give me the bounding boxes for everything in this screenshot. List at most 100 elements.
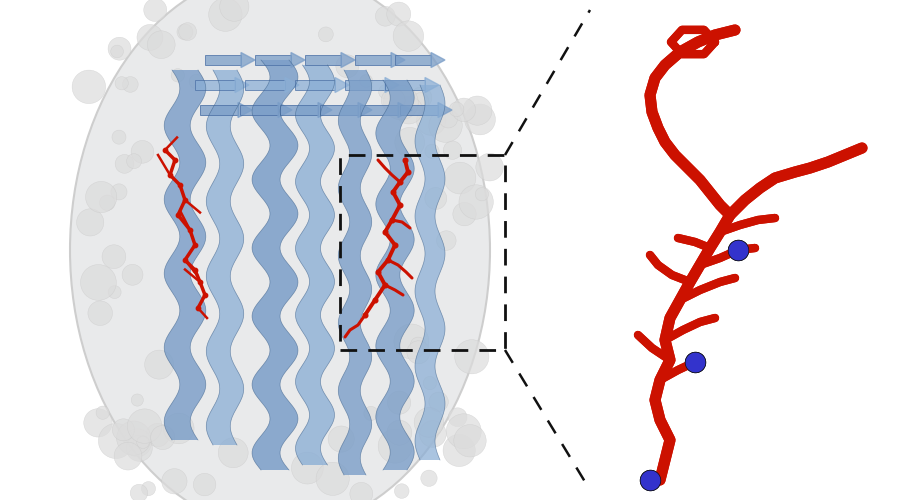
Polygon shape <box>437 102 451 118</box>
Ellipse shape <box>123 428 151 457</box>
Bar <box>205 55 241 65</box>
Polygon shape <box>357 102 371 118</box>
Polygon shape <box>164 70 206 440</box>
Ellipse shape <box>209 0 242 32</box>
Point <box>730 246 744 254</box>
Ellipse shape <box>164 413 194 444</box>
Point <box>370 268 385 276</box>
Bar <box>340 155 505 350</box>
Point <box>387 241 402 249</box>
Ellipse shape <box>451 98 475 122</box>
Bar <box>554 0 919 500</box>
Ellipse shape <box>394 128 424 157</box>
Polygon shape <box>375 80 414 470</box>
Ellipse shape <box>114 442 142 470</box>
Ellipse shape <box>393 324 428 359</box>
Ellipse shape <box>438 110 457 128</box>
Polygon shape <box>338 70 371 475</box>
Ellipse shape <box>452 202 476 226</box>
Bar <box>394 55 430 65</box>
Point <box>368 296 382 304</box>
Ellipse shape <box>189 74 203 89</box>
Ellipse shape <box>394 96 422 124</box>
Ellipse shape <box>162 468 187 494</box>
Polygon shape <box>290 52 305 68</box>
Ellipse shape <box>131 394 143 406</box>
Polygon shape <box>241 52 255 68</box>
Ellipse shape <box>102 245 126 268</box>
Ellipse shape <box>419 420 446 448</box>
Point <box>357 311 372 319</box>
Ellipse shape <box>316 462 349 496</box>
Polygon shape <box>238 102 252 118</box>
Ellipse shape <box>115 154 134 174</box>
Ellipse shape <box>383 85 418 120</box>
Ellipse shape <box>475 154 503 181</box>
Ellipse shape <box>146 424 169 446</box>
Bar <box>279 105 318 115</box>
Ellipse shape <box>176 24 193 40</box>
Bar <box>240 105 278 115</box>
Bar <box>345 80 384 90</box>
Ellipse shape <box>387 420 412 445</box>
Point <box>392 178 407 186</box>
Ellipse shape <box>464 104 495 135</box>
Ellipse shape <box>318 27 333 42</box>
Ellipse shape <box>443 434 475 466</box>
Ellipse shape <box>85 182 117 212</box>
Polygon shape <box>425 78 438 92</box>
Point <box>642 476 657 484</box>
Ellipse shape <box>127 154 142 168</box>
Ellipse shape <box>111 184 127 200</box>
Bar <box>305 55 341 65</box>
Point <box>397 156 412 164</box>
Ellipse shape <box>96 406 109 419</box>
Point <box>177 196 192 204</box>
Ellipse shape <box>112 130 126 144</box>
Polygon shape <box>335 78 348 92</box>
Ellipse shape <box>81 264 116 300</box>
Point <box>380 256 395 264</box>
Bar <box>400 105 437 115</box>
Point <box>730 246 744 254</box>
Ellipse shape <box>414 408 443 437</box>
Ellipse shape <box>436 231 456 250</box>
Ellipse shape <box>117 421 151 456</box>
Polygon shape <box>278 102 291 118</box>
Ellipse shape <box>378 429 412 463</box>
Ellipse shape <box>147 31 175 58</box>
Ellipse shape <box>423 376 437 390</box>
Ellipse shape <box>291 452 323 484</box>
Ellipse shape <box>387 391 410 414</box>
Ellipse shape <box>115 76 128 90</box>
Ellipse shape <box>112 419 134 441</box>
Point <box>177 256 192 264</box>
Ellipse shape <box>443 141 461 160</box>
Point <box>384 216 399 224</box>
Polygon shape <box>318 102 332 118</box>
Polygon shape <box>398 102 412 118</box>
Ellipse shape <box>428 392 448 411</box>
Polygon shape <box>234 78 249 92</box>
Point <box>187 266 202 274</box>
Ellipse shape <box>70 0 490 500</box>
Ellipse shape <box>448 102 463 117</box>
Point <box>163 171 177 179</box>
Ellipse shape <box>379 84 392 99</box>
Ellipse shape <box>428 109 461 142</box>
Ellipse shape <box>143 0 166 22</box>
Ellipse shape <box>392 21 424 52</box>
Ellipse shape <box>126 435 153 462</box>
Bar <box>199 105 238 115</box>
Ellipse shape <box>420 470 437 486</box>
Ellipse shape <box>88 301 112 326</box>
Ellipse shape <box>127 409 162 444</box>
Polygon shape <box>341 52 355 68</box>
Ellipse shape <box>363 406 378 420</box>
Ellipse shape <box>84 408 112 437</box>
Ellipse shape <box>76 209 104 236</box>
Bar <box>244 80 285 90</box>
Point <box>167 156 182 164</box>
Ellipse shape <box>386 2 410 26</box>
Point <box>385 188 400 196</box>
